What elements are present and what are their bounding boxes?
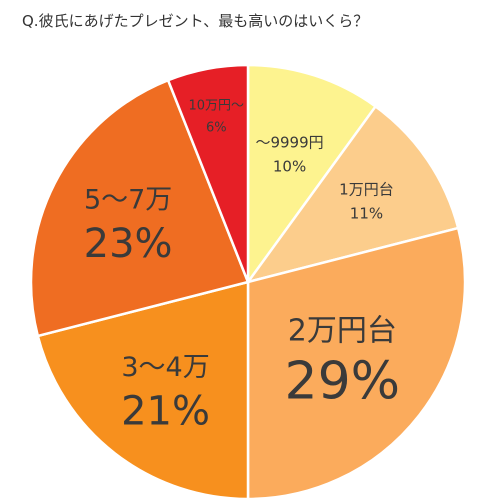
slice-label: 1万円台: [339, 181, 394, 199]
slice-label: 2万円台: [288, 314, 397, 349]
slice-value-label: 23%: [84, 221, 173, 267]
slice-value-label: 21%: [121, 388, 210, 434]
slice-label: ～9999円: [255, 133, 323, 151]
slice-label: 5～7万: [84, 184, 172, 215]
slice-value-label: 10%: [273, 157, 306, 175]
slice-value-label: 6%: [206, 120, 227, 135]
pie-slice: [246, 226, 467, 500]
slice-value-label: 11%: [350, 205, 383, 223]
slice-label: 10万円～: [189, 98, 245, 113]
pie-slice: [166, 63, 250, 283]
slice-label: 3～4万: [121, 352, 209, 383]
chart-title: Q.彼氏にあげたプレゼント、最も高いのはいくら？: [22, 12, 369, 30]
pie-slice: [246, 63, 378, 286]
pie-slice: [244, 104, 460, 285]
slice-value-label: 29%: [285, 351, 401, 411]
pie-slice: [29, 78, 250, 338]
pie-slice: [36, 280, 250, 500]
